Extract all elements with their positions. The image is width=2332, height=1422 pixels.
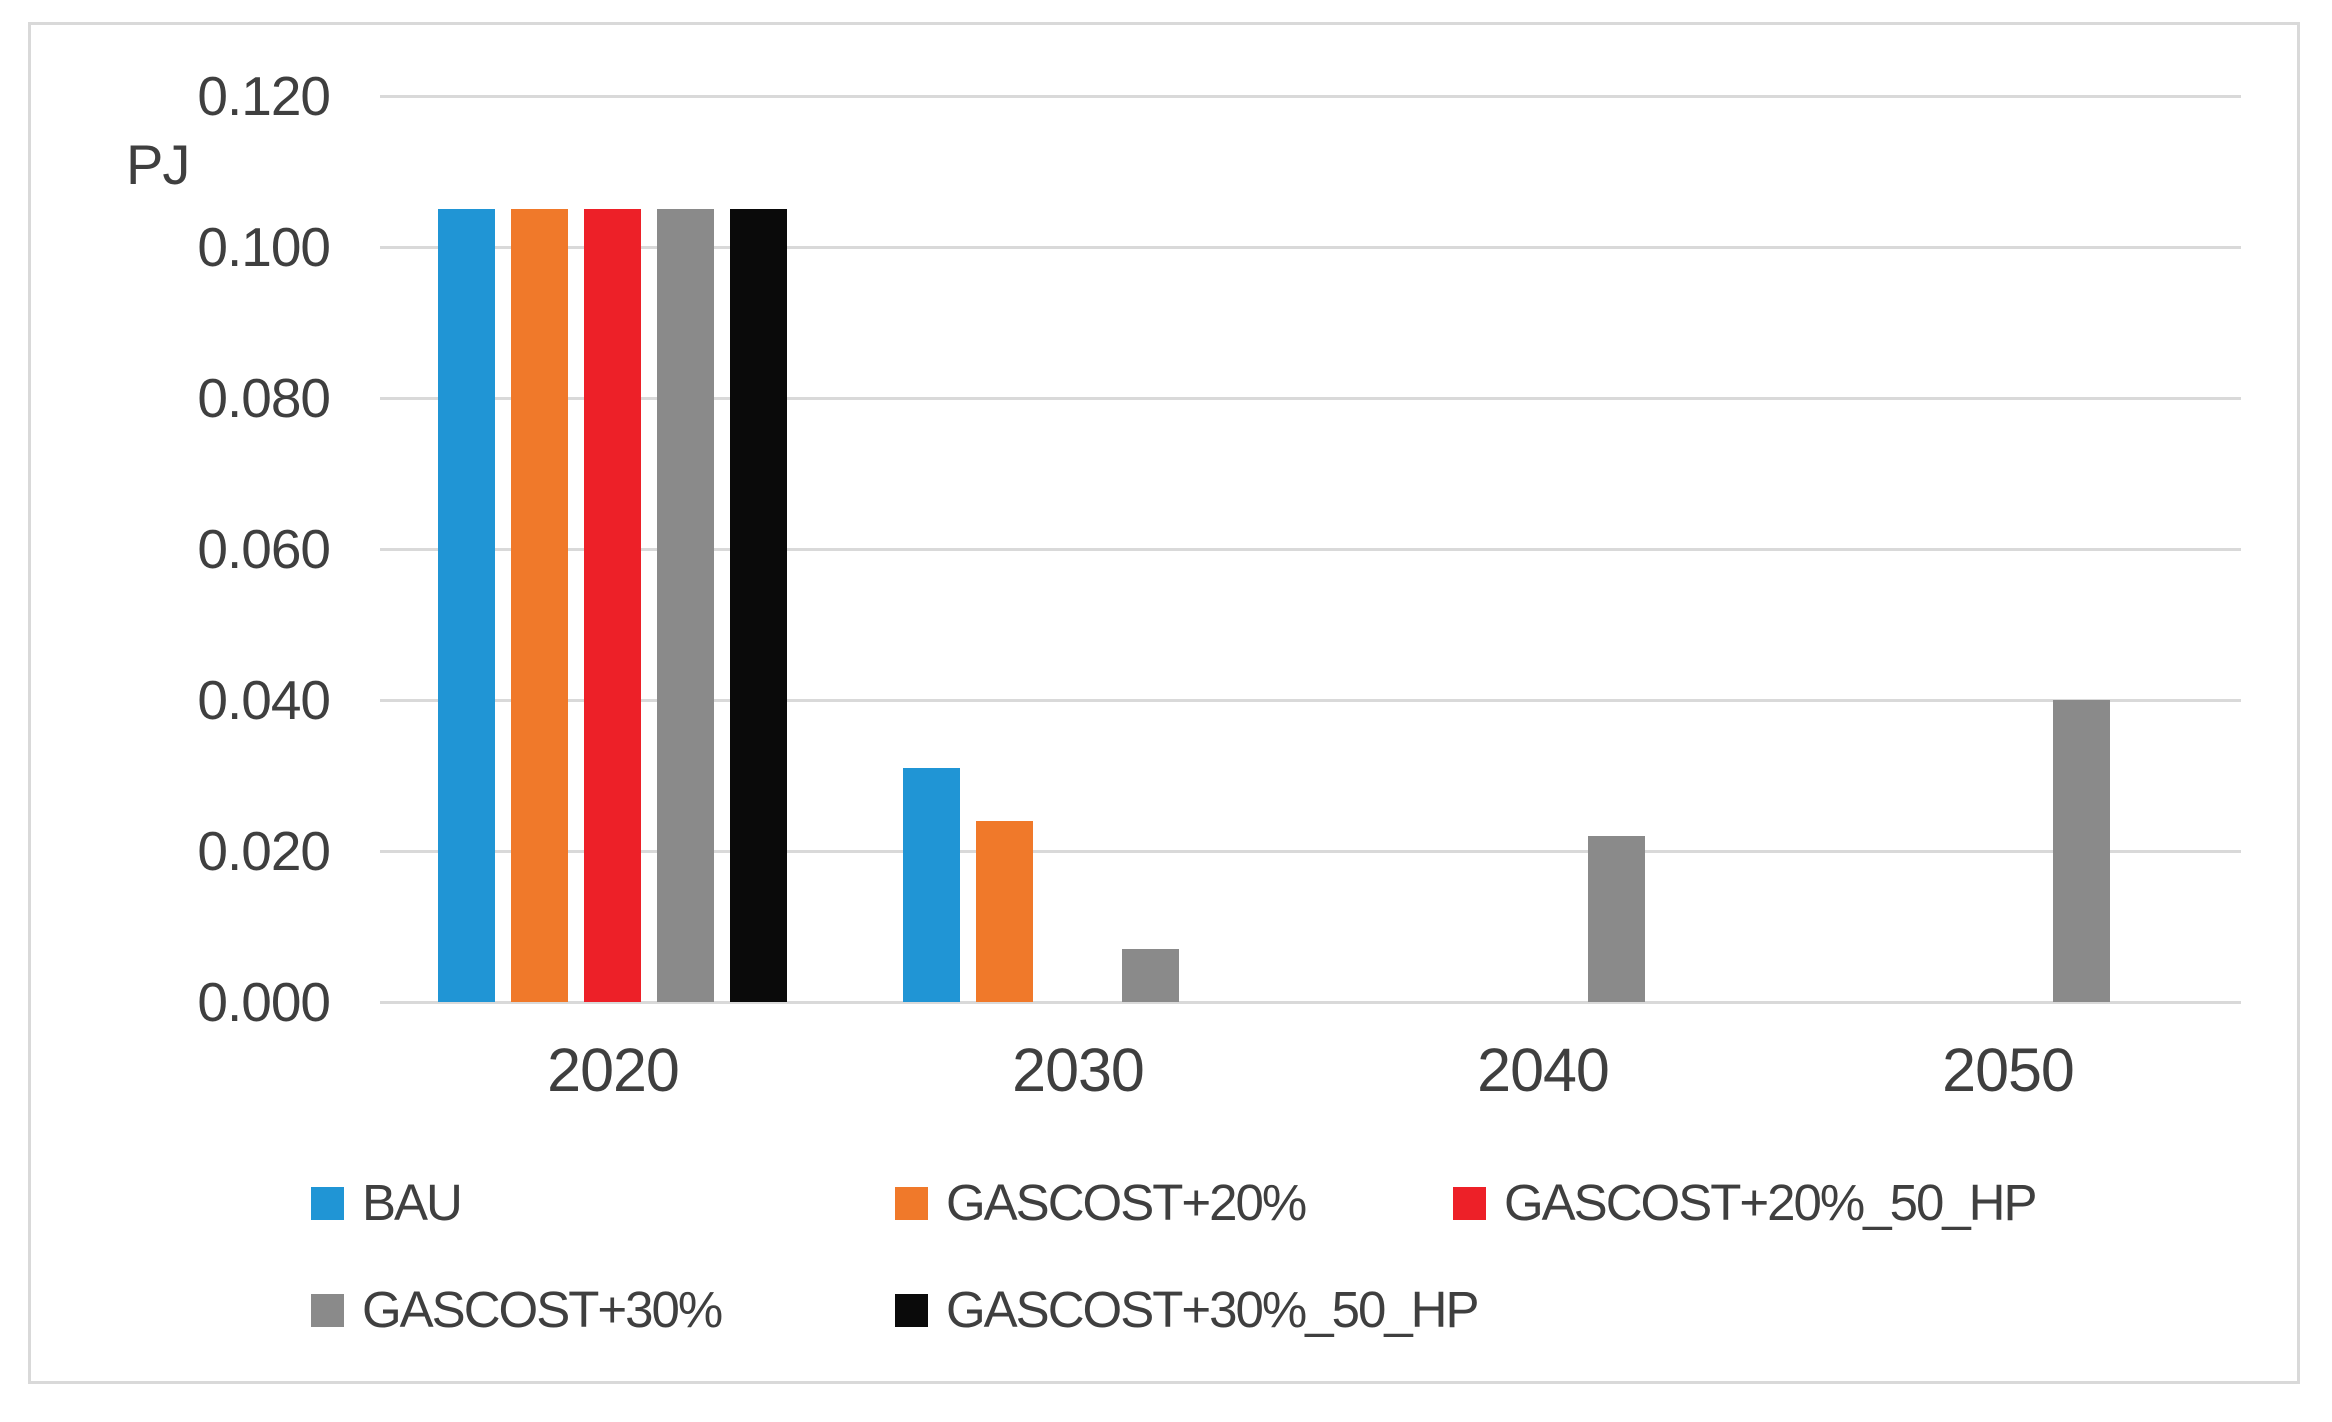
legend-swatch-gascost-20 (895, 1186, 928, 1220)
gridline-0.020 (380, 850, 2241, 853)
legend-label-bau: BAU (362, 1174, 463, 1231)
legend-label-gascost-20-50-hp: GASCOST+20%_50_HP (1504, 1174, 2038, 1231)
y-tick-label-0.080: 0.080 (197, 367, 331, 429)
gridline-0.060 (380, 548, 2241, 551)
legend-swatch-gascost-30 (311, 1293, 344, 1327)
y-tick-label-0.000: 0.000 (197, 971, 331, 1033)
legend-label-gascost-20: GASCOST+20% (946, 1174, 1307, 1231)
legend-swatch-bau (311, 1186, 344, 1220)
legend-item-gascost-30-50-hp: GASCOST+30%_50_HP (895, 1281, 1480, 1338)
bar-gascost-20-50-hp-2020 (584, 209, 641, 1002)
chart-frame: PJ 0.120 0.100 0.080 0.060 0.040 0.020 0.000 2… (28, 22, 2300, 1384)
y-tick-label-0.060: 0.060 (197, 518, 331, 580)
legend-item-gascost-20: GASCOST+20% (895, 1174, 1307, 1231)
bar-gascost-20-2020 (511, 209, 568, 1002)
x-tick-label-2020: 2020 (547, 1036, 680, 1104)
y-tick-label-0.040: 0.040 (197, 669, 331, 731)
x-tick-label-2040: 2040 (1477, 1036, 1610, 1104)
gridline-0.000 (380, 1001, 2241, 1004)
bar-gascost-30-2050 (2053, 700, 2110, 1002)
bar-bau-2030 (903, 768, 960, 1002)
legend-label-gascost-30: GASCOST+30% (362, 1281, 723, 1338)
legend-item-gascost-30: GASCOST+30% (311, 1281, 723, 1338)
gridline-0.080 (380, 397, 2241, 400)
legend-label-gascost-30-50-hp: GASCOST+30%_50_HP (946, 1281, 1480, 1338)
bar-bau-2020 (438, 209, 495, 1002)
legend-swatch-gascost-20-50-hp (1453, 1186, 1486, 1220)
legend-item-gascost-20-50-hp: GASCOST+20%_50_HP (1453, 1174, 2038, 1231)
bar-gascost-20-2030 (976, 821, 1033, 1002)
plot-area (380, 95, 2241, 1004)
gridline-0.120 (380, 95, 2241, 98)
gridline-0.100 (380, 246, 2241, 249)
legend-swatch-gascost-30-50-hp (895, 1293, 928, 1327)
legend-item-bau: BAU (311, 1174, 463, 1231)
y-tick-label-0.020: 0.020 (197, 820, 331, 882)
bar-gascost-30-2020 (657, 209, 714, 1002)
y-axis-title: PJ (126, 133, 190, 196)
bar-gascost-30-2040 (1588, 836, 1645, 1002)
bar-gascost-30-2030 (1122, 949, 1179, 1002)
x-tick-label-2030: 2030 (1012, 1036, 1145, 1104)
y-tick-label-0.120: 0.120 (197, 65, 331, 127)
y-tick-label-0.100: 0.100 (197, 216, 331, 278)
gridline-0.040 (380, 699, 2241, 702)
bar-gascost-30-50-hp-2020 (730, 209, 787, 1002)
x-tick-label-2050: 2050 (1942, 1036, 2075, 1104)
